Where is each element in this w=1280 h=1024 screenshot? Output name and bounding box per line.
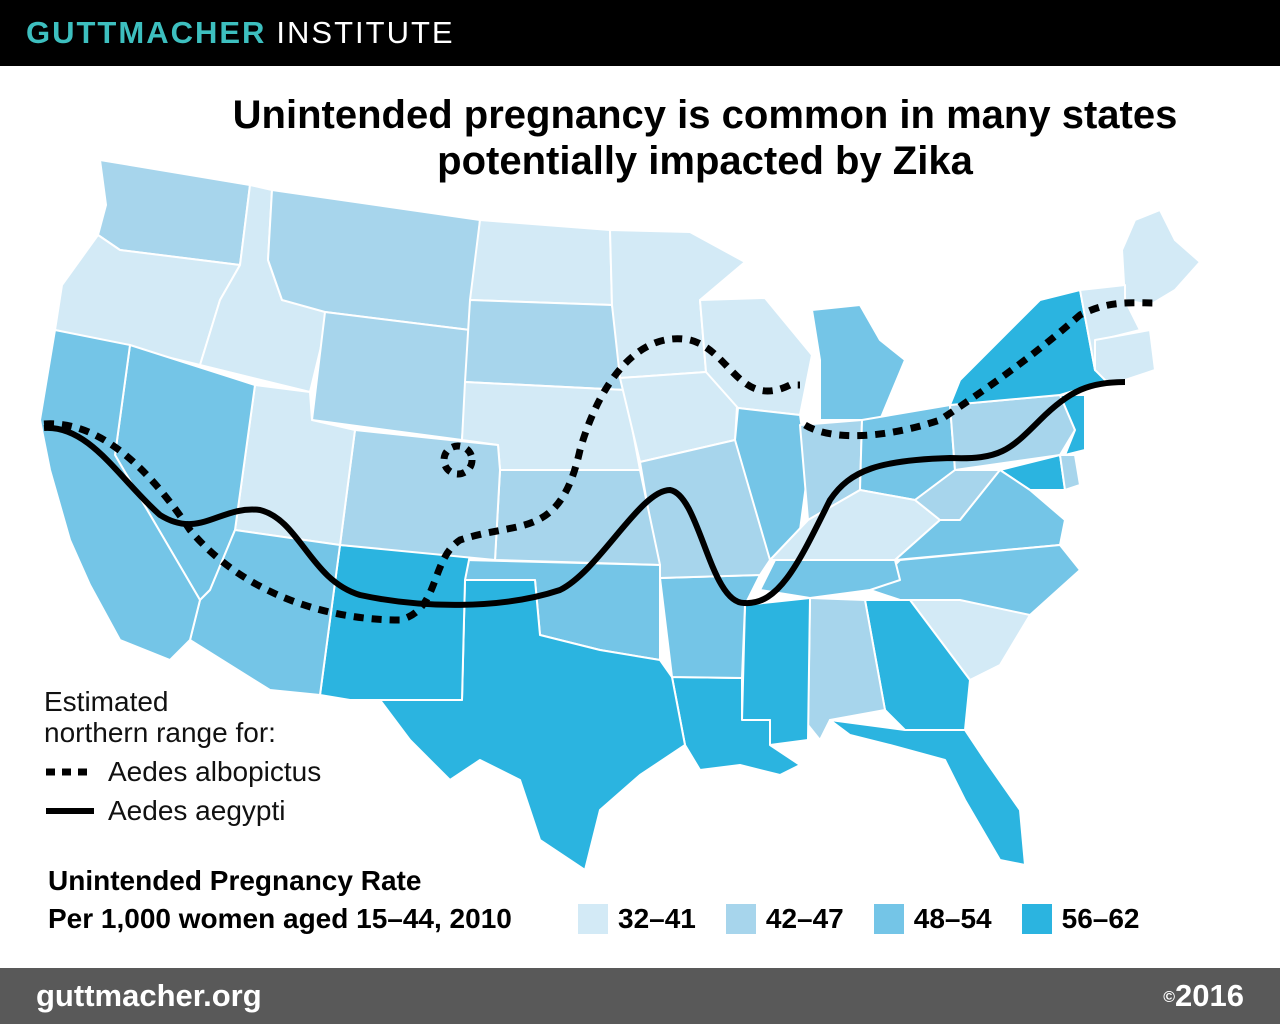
state-virginia	[894, 469, 1066, 561]
rate-bin-swatch	[725, 904, 756, 934]
range-legend-label-aegypti: Aedes aegypti	[108, 795, 286, 826]
title-line-1: Unintended pregnancy is common in many s…	[232, 93, 1178, 137]
state-maine	[1121, 209, 1201, 306]
range-legend-label-albopictus: Aedes albopictus	[108, 756, 322, 787]
rate-legend: Unintended Pregnancy Rate Per 1,000 wome…	[48, 864, 1248, 944]
copyright-year: 2016	[1175, 978, 1244, 1013]
rate-bin-label: 32–41	[618, 903, 696, 934]
rate-bin-swatch	[873, 904, 904, 934]
state-louisiana	[671, 676, 801, 776]
state-south-dakota	[464, 299, 626, 391]
solid-line-icon	[46, 807, 94, 814]
rate-bin-swatch	[1021, 904, 1052, 934]
state-california	[39, 329, 201, 661]
footer-copyright: ©2016	[1163, 978, 1244, 1014]
rate-bin-4: 56–62	[1021, 902, 1140, 936]
title-line-2: potentially impacted by Zika	[437, 139, 973, 183]
range-legend-item-aegypti: Aedes aegypti	[44, 795, 374, 826]
aedes-albopictus-pocket	[440, 442, 476, 478]
rate-bin-label: 56–62	[1061, 903, 1140, 934]
copyright-symbol: ©	[1163, 989, 1176, 1006]
footer-website-link[interactable]: guttmacher.org	[36, 978, 262, 1013]
rate-bin-swatch	[578, 904, 608, 934]
state-massachusetts-ct-ri	[1094, 329, 1156, 386]
state-new-jersey	[1059, 394, 1086, 456]
state-wyoming	[311, 311, 471, 441]
logo-primary: GUTTMACHER	[26, 15, 267, 50]
state-colorado	[339, 429, 501, 561]
dotted-line-icon	[46, 768, 94, 775]
rate-bin-3: 48–54	[873, 902, 992, 936]
rate-bin-2: 42–47	[725, 902, 844, 936]
aedes-aegypti-range-line	[43, 379, 1126, 608]
header-bar: GUTTMACHER INSTITUTE	[0, 0, 1280, 66]
state-florida	[829, 719, 1026, 866]
range-legend: Estimated northern range for: Aedes albo…	[44, 686, 374, 826]
range-legend-heading-1: Estimated	[44, 686, 169, 717]
state-arizona	[189, 529, 341, 696]
chart-title: Unintended pregnancy is common in many s…	[210, 92, 1200, 184]
map-svg	[39, 159, 1201, 870]
state-north-dakota	[469, 219, 613, 306]
state-delaware	[1059, 454, 1081, 491]
rate-legend-title: Unintended Pregnancy Rate	[48, 865, 422, 896]
state-michigan	[811, 304, 906, 421]
aedes-albopictus-range-line	[43, 299, 1161, 624]
range-legend-item-albopictus: Aedes albopictus	[44, 756, 374, 787]
rate-bin-label: 42–47	[765, 903, 844, 934]
rate-bin-1: 32–41	[578, 902, 696, 936]
range-legend-heading-2: northern range for:	[44, 717, 276, 748]
rate-legend-subtitle: Per 1,000 women aged 15–44, 2010	[48, 903, 512, 934]
state-texas	[379, 579, 686, 870]
guttmacher-logo[interactable]: GUTTMACHER INSTITUTE	[26, 16, 455, 50]
footer-bar: guttmacher.org ©2016	[0, 968, 1280, 1024]
logo-secondary: INSTITUTE	[276, 15, 455, 50]
rate-bin-label: 48–54	[913, 903, 992, 934]
us-map	[0, 140, 1280, 870]
rate-legend-bins: 32–41 42–47 48–54 56–62	[578, 902, 1170, 936]
